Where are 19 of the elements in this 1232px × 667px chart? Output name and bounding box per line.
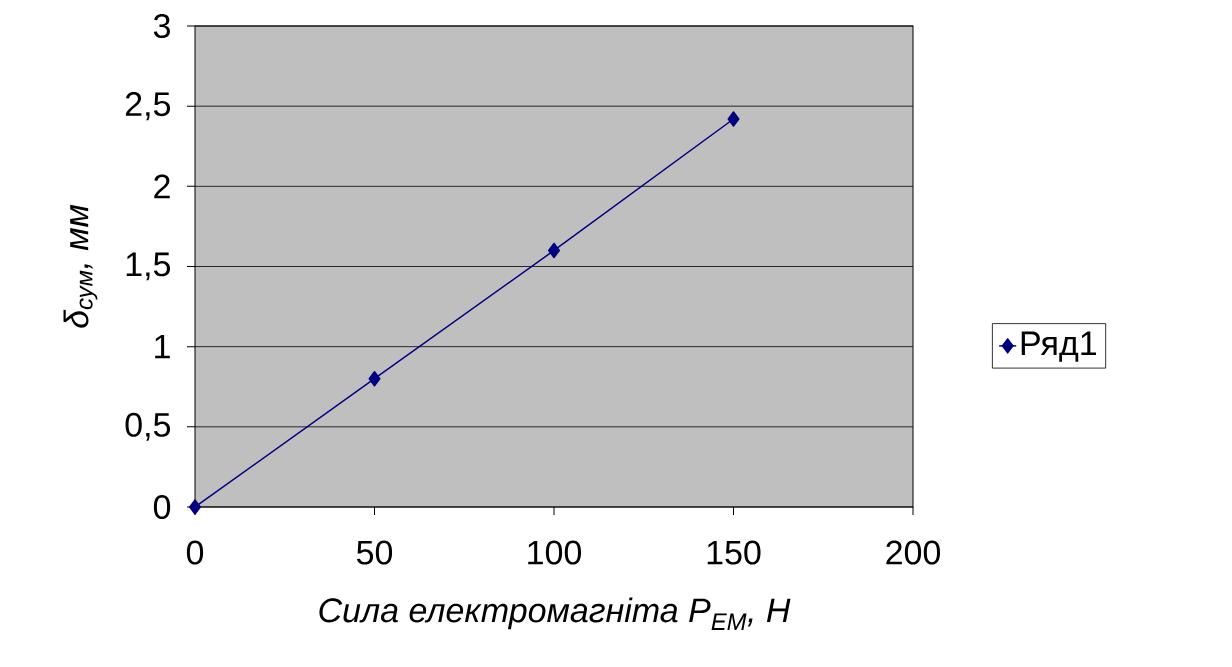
y-tick-label: 0 (153, 494, 171, 520)
legend-label: Ряд1 (1021, 331, 1097, 362)
y-tick-label: 2,5 (125, 92, 171, 121)
y-tick-label: 0,5 (125, 412, 171, 441)
point (368, 370, 381, 387)
y-tick-label: 3 (153, 13, 170, 39)
x-tick-label: 0 (186, 540, 204, 565)
point (727, 111, 740, 127)
x-tick-label: 150 (707, 540, 761, 565)
x-tick-label: 50 (356, 540, 393, 565)
x-tick-label: 100 (528, 540, 582, 565)
x-tick-label: 200 (886, 540, 941, 565)
y-tick-label: 2 (154, 174, 170, 199)
y-axis-title: δ$_{сум}$, мм (63, 204, 98, 328)
y-tick-label: 1,5 (126, 252, 171, 281)
point (189, 499, 201, 515)
x-axis-title: Сила електромагніта P$_{ЕМ}$, Н (319, 597, 791, 630)
point (548, 242, 560, 259)
y-tick-label: 1 (155, 334, 170, 359)
